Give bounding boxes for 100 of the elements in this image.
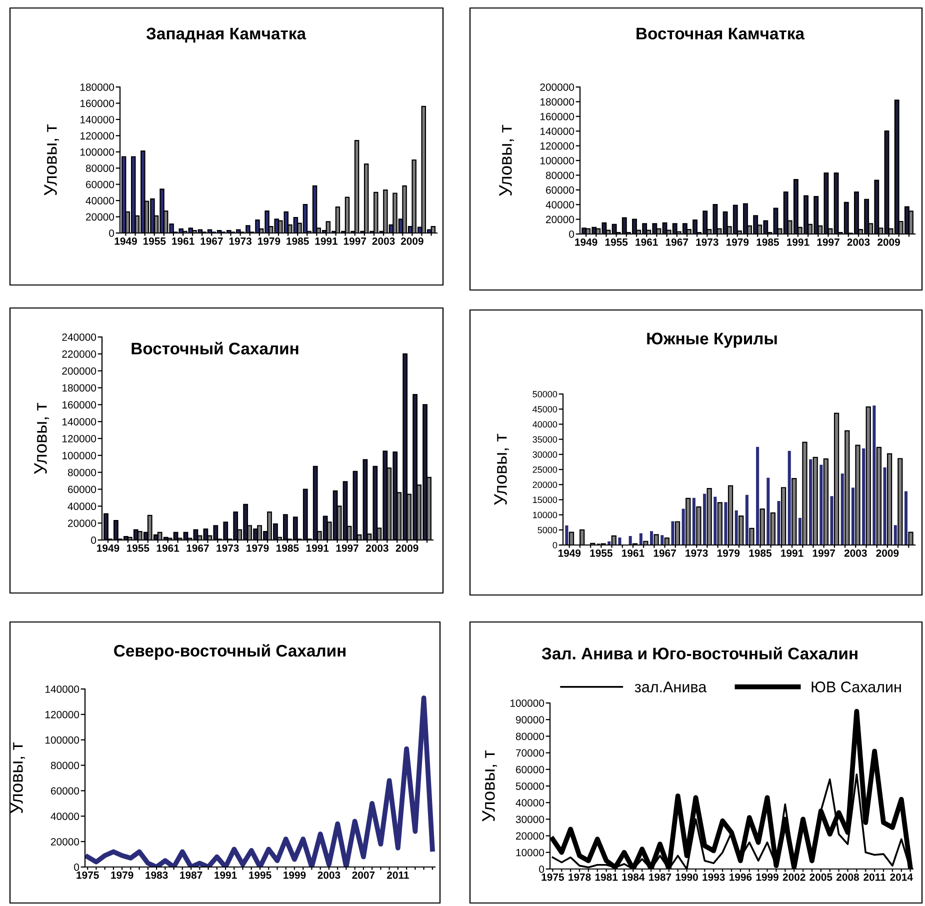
x-tick-label: 1949 [558,549,581,557]
y-tick-label: 50000 [516,782,544,790]
x-tick-label: 1975 [542,873,564,881]
x-tick-label: 1961 [172,237,194,245]
x-tick-label: 1987 [180,871,202,879]
x-tick-label: 2009 [396,544,418,552]
x-tick-label: 1967 [200,237,223,245]
y-tick-label: 60000 [68,486,96,494]
x-tick-label: 1997 [344,237,366,245]
x-tick-label: 1949 [575,238,598,246]
y-tick-label: 80000 [546,172,574,180]
y-axis-title: Уловы, т [482,750,497,822]
x-tick-label: 1975 [76,871,99,879]
chart-title: Северо-восточный Сахалин [114,644,346,660]
y-axis-title: Уловы, т [34,402,49,474]
x-tick-label: 2009 [400,237,424,245]
x-tick-label: 1967 [666,238,688,246]
y-tick-label: 10000 [533,512,558,518]
x-tick-label: 1985 [286,237,309,245]
y-tick-label: 100000 [540,157,574,164]
x-tick-label: 2005 [810,873,832,881]
legend-label: ЮВ Сахалин [812,682,901,692]
x-tick-label: 1997 [336,544,358,552]
x-tick-label: 1979 [258,237,280,245]
x-tick-label: 1955 [590,549,612,557]
y-tick-label: 120000 [80,132,114,140]
x-tick-label: 2003 [847,238,870,246]
y-axis-title: Уловы, т [44,124,59,196]
y-tick-label: 100000 [62,452,96,460]
y-tick-label: 30000 [516,816,544,824]
y-axis-title: Уловы, т [10,742,25,814]
x-tick-label: 1984 [622,873,645,881]
x-tick-label: 1961 [636,238,658,246]
x-tick-label: 1993 [702,873,725,881]
x-tick-label: 1955 [143,237,166,245]
x-tick-label: 1987 [649,873,672,881]
y-tick-label: 90000 [516,716,544,724]
y-tick-label: 120000 [540,142,574,150]
y-tick-label: 0 [109,230,114,237]
x-tick-label: 1985 [749,549,772,557]
y-tick-label: 50000 [532,390,558,398]
x-tick-label: 1991 [781,549,804,557]
x-tick-label: 1973 [216,544,239,552]
y-tick-label: 20000 [51,838,80,846]
x-tick-label: 1983 [146,871,168,879]
chart-title: Зал. Анива и Юго-восточный Сахалин [542,646,858,660]
y-tick-label: 160000 [540,112,574,120]
y-tick-label: 40000 [50,812,80,820]
x-tick-label: 2002 [782,873,806,881]
x-tick-label: 1999 [284,871,306,879]
y-tick-label: 60000 [516,766,544,774]
y-tick-label: 60000 [86,180,114,188]
x-tick-label: 1973 [696,238,718,246]
x-tick-label: 1973 [686,549,708,557]
y-tick-label: 180000 [62,384,96,392]
x-tick-label: 2014 [890,873,913,881]
y-tick-label: 80000 [516,732,544,740]
y-tick-label: 40000 [546,201,574,208]
x-tick-label: 1997 [812,549,835,557]
y-tick-label: 40000 [68,502,96,510]
y-tick-label: 20000 [516,832,544,840]
x-tick-label: 2008 [836,873,859,881]
x-tick-label: 1949 [97,544,120,552]
x-tick-label: 1961 [156,544,180,552]
y-tick-label: 20000 [546,216,574,224]
y-tick-label: 0 [539,866,544,873]
y-tick-label: 45000 [532,406,558,412]
x-tick-label: 1985 [276,544,299,552]
y-tick-label: 0 [569,230,574,238]
y-axis-title: Уловы, т [494,434,509,505]
y-tick-label: 180000 [540,98,574,106]
y-tick-label: 15000 [533,496,558,504]
y-tick-label: 220000 [62,350,96,358]
chart-title: Восточная Камчатка [636,28,805,40]
y-tick-label: 80000 [68,468,96,476]
y-tick-label: 0 [91,536,96,544]
x-tick-label: 2003 [844,549,867,557]
x-tick-label: 1991 [306,544,329,552]
chart-title: Южные Курилы [647,332,777,348]
x-tick-label: 2011 [864,873,886,881]
x-tick-label: 2009 [878,238,900,246]
y-tick-label: 40000 [86,197,114,204]
x-tick-label: 2009 [876,549,899,557]
x-tick-label: 1979 [717,549,740,557]
y-tick-label: 35000 [532,436,558,443]
y-tick-label: 80000 [50,762,80,770]
y-tick-label: 200000 [540,84,574,91]
x-tick-label: 2011 [386,871,409,879]
y-tick-label: 0 [74,864,80,871]
x-tick-label: 2003 [318,871,340,879]
x-tick-label: 1979 [246,544,269,552]
y-tick-label: 20000 [68,520,96,527]
x-tick-label: 1991 [315,237,338,245]
y-tick-label: 70000 [516,749,544,757]
x-tick-label: 1967 [186,544,209,552]
y-tick-label: 20000 [532,482,558,488]
y-tick-label: 100000 [510,700,544,707]
y-tick-label: 100000 [80,148,114,156]
y-tick-label: 140000 [45,686,80,693]
x-tick-label: 1990 [676,873,698,881]
